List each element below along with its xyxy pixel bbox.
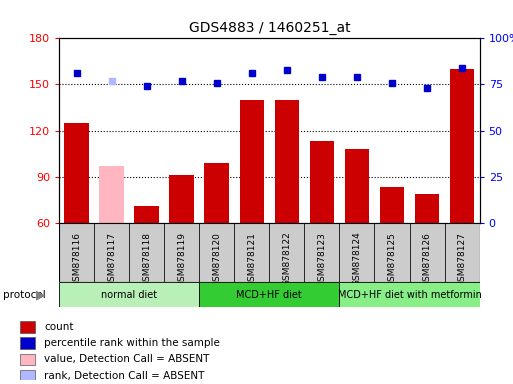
Text: value, Detection Call = ABSENT: value, Detection Call = ABSENT: [44, 354, 210, 364]
Text: GSM878120: GSM878120: [212, 232, 221, 286]
Text: normal diet: normal diet: [101, 290, 157, 300]
Text: GSM878116: GSM878116: [72, 232, 81, 286]
Bar: [20, 354, 35, 365]
Text: MCD+HF diet: MCD+HF diet: [236, 290, 302, 300]
Bar: [59, 223, 94, 282]
Bar: [445, 223, 480, 282]
Bar: [340, 223, 374, 282]
Bar: [415, 194, 439, 223]
Bar: [310, 141, 334, 223]
Bar: [100, 166, 124, 223]
Text: GSM878119: GSM878119: [177, 232, 186, 286]
Text: GSM878127: GSM878127: [458, 232, 467, 286]
Text: GSM878118: GSM878118: [142, 232, 151, 286]
Bar: [234, 223, 269, 282]
Bar: [134, 206, 159, 223]
Bar: [169, 175, 194, 223]
Text: GSM878117: GSM878117: [107, 232, 116, 286]
Bar: [274, 100, 299, 223]
Bar: [20, 370, 35, 381]
Bar: [129, 223, 164, 282]
Text: GSM878122: GSM878122: [282, 232, 291, 286]
Text: GSM878123: GSM878123: [318, 232, 326, 286]
Title: GDS4883 / 1460251_at: GDS4883 / 1460251_at: [188, 21, 350, 35]
Bar: [304, 223, 340, 282]
Bar: [269, 223, 304, 282]
Bar: [380, 187, 404, 223]
Text: count: count: [44, 322, 74, 332]
Bar: [164, 223, 199, 282]
Bar: [59, 282, 199, 307]
Bar: [20, 338, 35, 349]
Text: GSM878124: GSM878124: [352, 232, 362, 286]
Bar: [340, 282, 480, 307]
Text: ▶: ▶: [36, 288, 46, 301]
Text: GSM878121: GSM878121: [247, 232, 256, 286]
Text: protocol: protocol: [3, 290, 45, 300]
Bar: [409, 223, 445, 282]
Bar: [199, 223, 234, 282]
Text: percentile rank within the sample: percentile rank within the sample: [44, 338, 220, 348]
Text: rank, Detection Call = ABSENT: rank, Detection Call = ABSENT: [44, 371, 205, 381]
Bar: [199, 282, 340, 307]
Bar: [20, 321, 35, 333]
Text: GSM878125: GSM878125: [387, 232, 397, 286]
Bar: [240, 100, 264, 223]
Text: GSM878126: GSM878126: [423, 232, 431, 286]
Bar: [94, 223, 129, 282]
Bar: [450, 69, 475, 223]
Bar: [374, 223, 409, 282]
Text: MCD+HF diet with metformin: MCD+HF diet with metformin: [338, 290, 482, 300]
Bar: [205, 163, 229, 223]
Bar: [345, 149, 369, 223]
Bar: [64, 123, 89, 223]
